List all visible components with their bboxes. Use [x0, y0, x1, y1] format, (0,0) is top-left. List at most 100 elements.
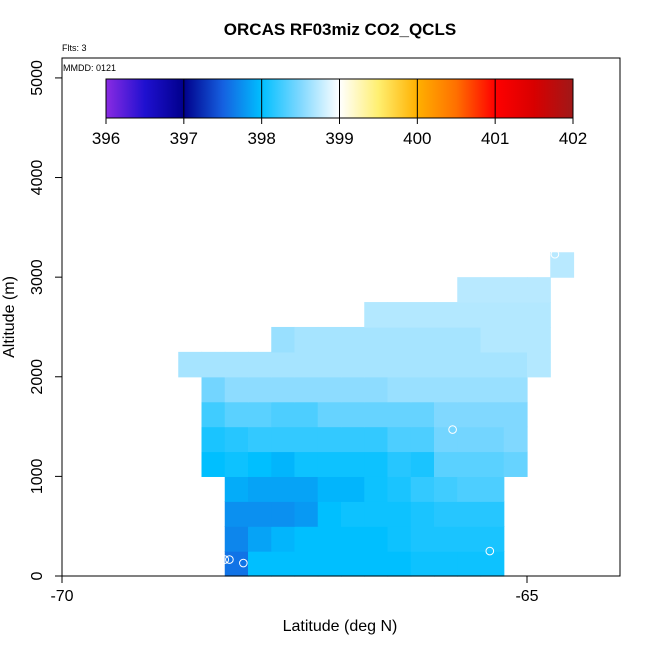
heatmap-cell	[271, 526, 296, 552]
heatmap-cell	[271, 501, 296, 527]
heatmap-cell	[224, 526, 249, 552]
heatmap-cell	[480, 302, 505, 328]
heatmap-cell	[341, 326, 365, 353]
heatmap-cell	[364, 376, 389, 403]
heatmap-cell	[201, 401, 226, 428]
y-tick-label: 3000	[29, 259, 46, 295]
heatmap-cell	[178, 351, 203, 378]
heatmap-cell	[503, 351, 528, 378]
heatmap-cell	[364, 302, 389, 328]
heatmap-cell	[341, 426, 365, 453]
heatmap-cell	[294, 351, 319, 378]
heatmap-cell	[317, 501, 342, 527]
heatmap-cell	[294, 326, 319, 353]
heatmap-cell	[503, 401, 528, 428]
heatmap-cell	[503, 302, 528, 328]
heatmap-cell	[248, 501, 272, 527]
heatmap-cell	[271, 451, 296, 477]
heatmap-cell	[341, 401, 365, 428]
x-tick-label: -70	[50, 588, 73, 605]
heatmap-cell	[248, 426, 272, 453]
heatmap-cell	[410, 451, 435, 477]
heatmap-cell	[387, 302, 412, 328]
colorbar-tick-label: 397	[170, 129, 198, 148]
heatmap-cell	[457, 426, 482, 453]
heatmap-cell	[480, 401, 505, 428]
heatmap-cell	[527, 351, 551, 378]
heatmap-cell	[201, 351, 226, 378]
heatmap-cell	[224, 351, 249, 378]
heatmap-cell	[503, 326, 528, 353]
y-axis-label: Altitude (m)	[1, 276, 18, 358]
plot-frame	[61, 57, 621, 577]
heatmap-cell	[364, 401, 389, 428]
heatmap-cell	[387, 551, 412, 577]
heatmap-cell	[294, 401, 319, 428]
heatmap-cell	[224, 476, 249, 502]
heatmap-cell	[527, 302, 551, 328]
observation-point	[550, 249, 560, 259]
heatmap-cell	[434, 351, 458, 378]
heatmap-cell	[480, 551, 505, 577]
heatmap-cell	[434, 426, 458, 453]
observation-point	[169, 349, 178, 359]
heatmap-cell	[503, 451, 528, 477]
heatmap-cell	[503, 376, 528, 403]
heatmap-cell	[410, 376, 435, 403]
heatmap-cell	[341, 526, 365, 552]
heatmap-cell	[480, 376, 505, 403]
heatmap-cell	[527, 326, 551, 353]
heatmap-cell	[387, 326, 412, 353]
heatmap-cell	[317, 551, 342, 577]
heatmap-cell	[201, 376, 226, 403]
heatmap-cell	[294, 376, 319, 403]
heatmap-cell	[410, 326, 435, 353]
heatmap-cell	[434, 501, 458, 527]
x-tick-label: -65	[515, 588, 538, 605]
heatmap-cell	[387, 526, 412, 552]
heatmap-cell	[224, 426, 249, 453]
heatmap-cell	[387, 401, 412, 428]
heatmap-cell	[457, 526, 482, 552]
heatmap-cell	[434, 476, 458, 502]
colorbar-tick-label: 396	[92, 129, 120, 148]
heatmap-cell	[527, 277, 551, 303]
heatmap-cell	[434, 551, 458, 577]
heatmap-cell	[224, 551, 249, 577]
y-tick-label: 1000	[29, 458, 46, 494]
heatmap-cell	[317, 326, 342, 353]
heatmap-cell	[364, 326, 389, 353]
observation-point	[485, 546, 495, 556]
heatmap-cell	[271, 476, 296, 502]
heatmap-cell	[317, 401, 342, 428]
heatmap-cell	[317, 376, 342, 403]
observation-points	[169, 249, 560, 568]
heatmap-cell	[480, 476, 505, 502]
heatmap-cell	[248, 551, 272, 577]
heatmap-cell	[224, 401, 249, 428]
heatmap-cell	[457, 351, 482, 378]
heatmap-cell	[410, 501, 435, 527]
colorbar-tick-label: 398	[247, 129, 275, 148]
heatmap-cell	[480, 351, 505, 378]
heatmap-cell	[410, 426, 435, 453]
heatmap-cell	[364, 351, 389, 378]
heatmap-cell	[387, 426, 412, 453]
observation-point	[448, 425, 457, 434]
colorbar-tick-label: 399	[325, 129, 353, 148]
heatmap-cell	[294, 551, 319, 577]
heatmap-cell	[434, 526, 458, 552]
heatmap-cell	[341, 476, 365, 502]
x-axis-label: Latitude (deg N)	[283, 618, 398, 635]
y-axis: 0 1000 2000 3000 4000 5000	[29, 60, 62, 580]
heatmap-cell	[271, 326, 296, 353]
heatmap-cell	[434, 401, 458, 428]
heatmap-cell	[271, 551, 296, 577]
heatmap-cell	[341, 551, 365, 577]
heatmap-cell	[457, 326, 482, 353]
heatmap-cell	[317, 476, 342, 502]
heatmap-cell	[364, 501, 389, 527]
x-axis: -70 -65	[50, 576, 539, 605]
y-tick-label: 0	[29, 571, 46, 580]
